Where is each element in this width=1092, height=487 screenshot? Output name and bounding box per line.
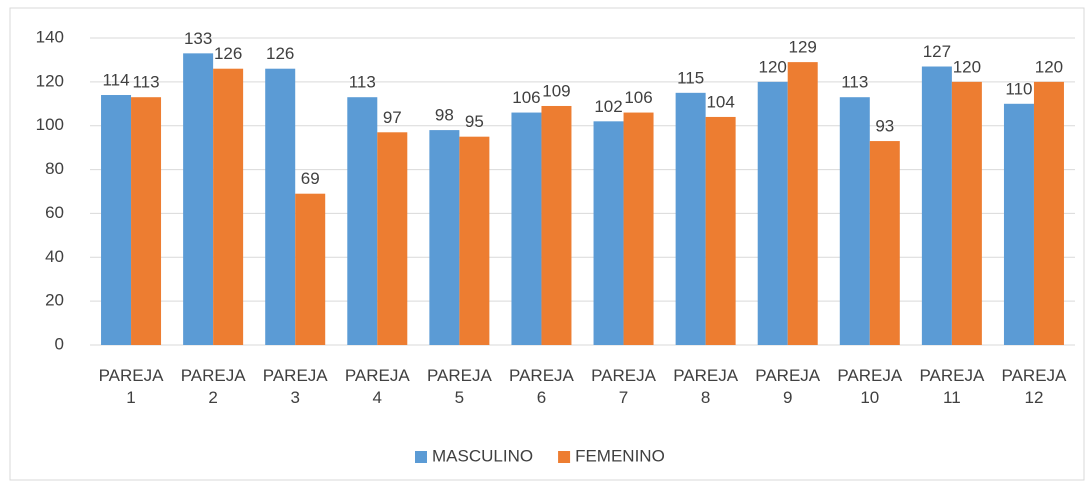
bar xyxy=(921,66,952,345)
bar xyxy=(131,97,162,345)
data-label: 127 xyxy=(923,42,951,61)
data-label: 104 xyxy=(706,92,734,111)
legend-label: MASCULINO xyxy=(432,446,533,465)
x-tick-label: PAREJA 11 xyxy=(919,366,985,407)
x-tick-label: PAREJA 5 xyxy=(426,366,492,407)
data-label: 133 xyxy=(184,29,212,48)
data-label: 114 xyxy=(102,70,129,89)
bar xyxy=(787,62,818,345)
x-tick-label: PAREJA 7 xyxy=(591,366,656,407)
data-label: 129 xyxy=(789,38,817,57)
data-label: 113 xyxy=(349,73,376,92)
data-label: 120 xyxy=(953,57,981,76)
data-label: 69 xyxy=(301,169,320,188)
bar xyxy=(757,81,788,345)
data-label: 93 xyxy=(875,117,894,136)
bar xyxy=(1003,103,1034,346)
bar xyxy=(183,53,214,345)
legend-label: FEMENINO xyxy=(575,446,665,465)
bar xyxy=(377,132,408,345)
bar xyxy=(675,92,706,345)
bar xyxy=(1033,81,1064,345)
data-label: 115 xyxy=(677,68,704,87)
data-label: 126 xyxy=(266,44,294,63)
y-tick-label: 120 xyxy=(36,71,64,90)
bar xyxy=(347,97,378,345)
data-label: 106 xyxy=(624,88,652,107)
y-tick-label: 40 xyxy=(45,247,64,266)
legend-swatch xyxy=(415,451,427,463)
x-tick-label: PAREJA 12 xyxy=(1001,366,1067,407)
y-tick-label: 60 xyxy=(45,203,64,222)
x-tick-label: PAREJA 1 xyxy=(98,366,164,407)
bar xyxy=(511,112,542,345)
x-tick-label: PAREJA 10 xyxy=(837,366,903,407)
x-tick-label: PAREJA 3 xyxy=(262,366,328,407)
data-label: 106 xyxy=(512,88,540,107)
data-label: 120 xyxy=(759,57,787,76)
bar xyxy=(295,193,326,345)
bar xyxy=(429,130,460,345)
data-label: 113 xyxy=(841,73,868,92)
data-label: 120 xyxy=(1035,57,1063,76)
y-tick-label: 0 xyxy=(55,334,64,353)
x-tick-label: PAREJA 8 xyxy=(673,366,739,407)
y-tick-label: 140 xyxy=(36,27,64,46)
bar xyxy=(839,97,870,345)
y-tick-label: 100 xyxy=(36,115,64,134)
bar xyxy=(213,68,244,345)
bar xyxy=(101,95,132,345)
bar xyxy=(541,105,572,345)
data-label: 98 xyxy=(435,106,454,125)
data-label: 110 xyxy=(1005,79,1032,98)
data-label: 97 xyxy=(383,108,402,127)
bar xyxy=(951,81,982,345)
data-label: 109 xyxy=(542,81,570,100)
x-tick-label: PAREJA 9 xyxy=(755,366,821,407)
bar xyxy=(459,136,490,345)
chart-frame xyxy=(9,7,1085,481)
x-tick-label: PAREJA 2 xyxy=(180,366,246,407)
data-label: 113 xyxy=(132,73,159,92)
bar xyxy=(623,112,654,345)
x-tick-label: PAREJA 4 xyxy=(344,366,410,407)
bar xyxy=(869,141,900,345)
data-label: 95 xyxy=(465,112,484,131)
y-tick-label: 20 xyxy=(45,291,64,310)
x-tick-label: PAREJA 6 xyxy=(509,366,574,407)
data-label: 102 xyxy=(594,97,622,116)
bar xyxy=(705,116,736,345)
bar xyxy=(593,121,624,345)
data-label: 126 xyxy=(214,44,242,63)
legend-swatch xyxy=(558,451,571,463)
bar xyxy=(265,68,296,345)
y-tick-label: 80 xyxy=(45,159,64,178)
